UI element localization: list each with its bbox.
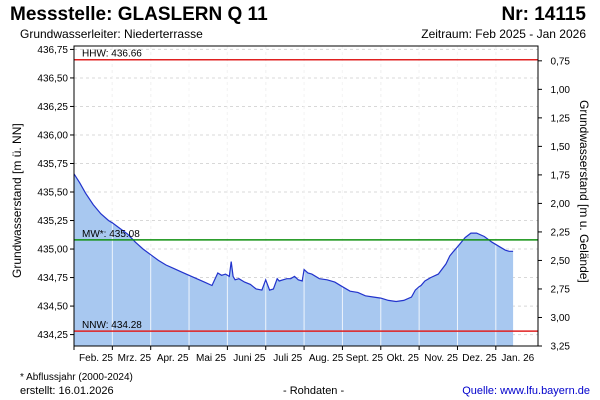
y-tick-label: 434,25 — [37, 330, 68, 341]
raw-data-label: - Rohdaten - — [283, 385, 345, 397]
x-tick-label: Okt. 25 — [387, 353, 420, 364]
y-right-tick-label: 1,75 — [551, 170, 571, 181]
x-tick-label: Mrz. 25 — [118, 353, 152, 364]
x-tick-label: Dez. 25 — [462, 353, 497, 364]
y-tick-label: 435,00 — [37, 245, 68, 256]
x-tick-label: Juli 25 — [273, 353, 302, 364]
y-tick-label: 434,75 — [37, 273, 68, 284]
y-right-tick-label: 0,75 — [551, 56, 571, 67]
footnote: * Abflussjahr (2000-2024) — [20, 372, 133, 383]
created-date: erstellt: 16.01.2026 — [20, 385, 114, 397]
x-tick-label: Jan. 26 — [501, 353, 534, 364]
reference-line-label: NNW: 434.28 — [82, 320, 142, 331]
station-number: Nr: 14115 — [501, 4, 586, 25]
reference-line-label: MW*: 435.08 — [82, 229, 140, 240]
x-tick-label: Nov. 25 — [424, 353, 458, 364]
y-right-tick-label: 2,75 — [551, 284, 571, 295]
y-right-tick-label: 2,25 — [551, 227, 571, 238]
y-tick-label: 436,00 — [37, 130, 68, 141]
y-tick-label: 434,50 — [37, 302, 68, 313]
reference-line-label: HHW: 436.66 — [82, 49, 142, 60]
x-tick-label: Aug. 25 — [309, 353, 344, 364]
x-tick-label: Sept. 25 — [346, 353, 384, 364]
y-right-tick-label: 1,00 — [551, 85, 571, 96]
y-axis-label-right: Grundwasserstand [m u. Gelände] — [577, 100, 591, 283]
x-tick-label: Feb. 25 — [79, 353, 113, 364]
water-level-line — [73, 173, 514, 303]
y-tick-label: 435,75 — [37, 159, 68, 170]
y-tick-label: 436,25 — [37, 102, 68, 113]
y-right-tick-label: 3,00 — [551, 313, 571, 324]
period-label: Zeitraum: Feb 2025 - Jan 2026 — [421, 27, 586, 41]
y-right-tick-label: 2,50 — [551, 256, 571, 267]
x-tick-label: Mai 25 — [196, 353, 226, 364]
y-right-tick-label: 1,25 — [551, 113, 571, 124]
y-tick-label: 436,75 — [37, 45, 68, 56]
y-right-tick-label: 3,25 — [551, 342, 571, 353]
x-tick-label: Juni 25 — [233, 353, 266, 364]
plot-frame — [73, 45, 539, 347]
y-right-tick-label: 1,50 — [551, 142, 571, 153]
y-tick-label: 435,25 — [37, 216, 68, 227]
source-link[interactable]: Quelle: www.lfu.bayern.de — [462, 385, 590, 397]
x-tick-label: Apr. 25 — [157, 353, 189, 364]
water-level-area — [74, 173, 514, 346]
page-title: Messstelle: GLASLERN Q 11 — [10, 4, 268, 25]
y-axis-label-left: Grundwasserstand [m ü. NN] — [10, 123, 24, 278]
y-right-tick-label: 2,00 — [551, 199, 571, 210]
aquifer-label: Grundwasserleiter: Niederterrasse — [20, 27, 203, 41]
y-tick-label: 435,50 — [37, 188, 68, 199]
y-tick-label: 436,50 — [37, 73, 68, 84]
